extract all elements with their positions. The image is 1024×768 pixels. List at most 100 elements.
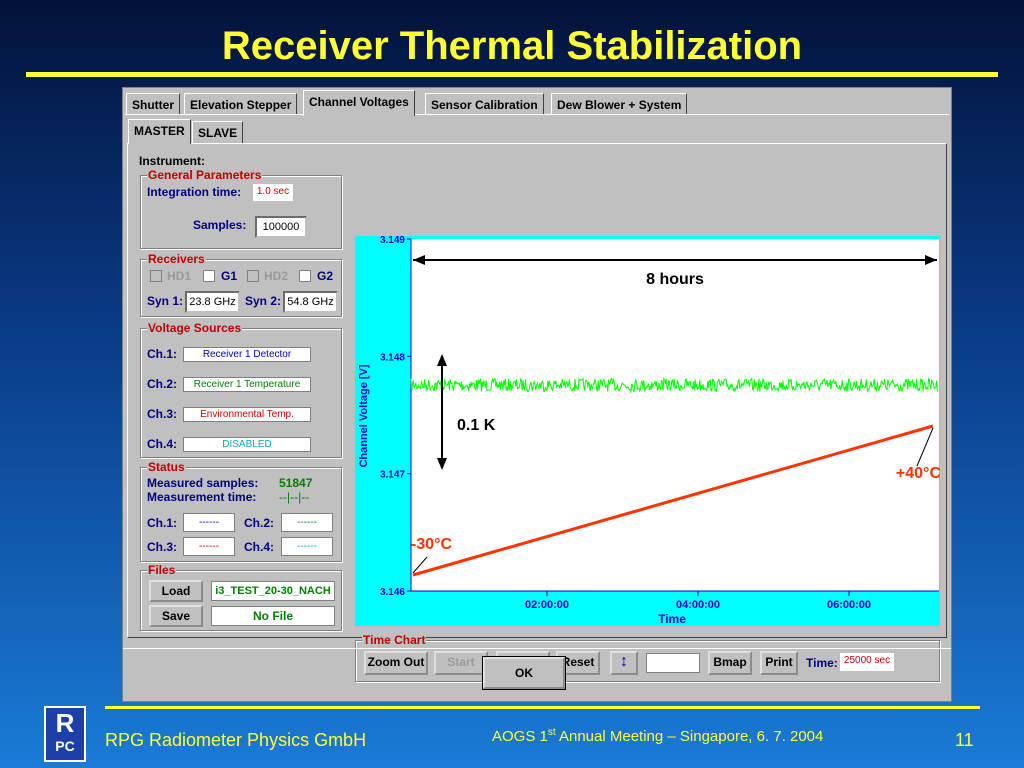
vs-ch2-select[interactable]: Receiver 1 Temperature bbox=[183, 377, 311, 392]
vs-ch3-label: Ch.3: bbox=[147, 407, 177, 421]
vs-ch2-label: Ch.2: bbox=[147, 377, 177, 391]
title-rule bbox=[26, 72, 998, 77]
syn1-label: Syn 1: bbox=[147, 294, 184, 308]
tab-dew-blower-system[interactable]: Dew Blower + System bbox=[551, 93, 688, 115]
measured-samples-label: Measured samples: bbox=[147, 476, 259, 490]
master-panel: Instrument: General Parameters Integrati… bbox=[127, 143, 947, 682]
receiver-hd2-label: HD2 bbox=[264, 269, 289, 283]
vs-ch1-select[interactable]: Receiver 1 Detector bbox=[183, 347, 311, 362]
ok-button[interactable]: OK bbox=[483, 657, 565, 689]
load-file-field[interactable]: i3_TEST_20-30_NACH bbox=[211, 581, 335, 601]
vs-ch4-select[interactable]: DISABLED bbox=[183, 437, 311, 452]
voltage-sources-title: Voltage Sources bbox=[147, 321, 243, 335]
status-ch1-label: Ch.1: bbox=[147, 516, 177, 530]
temp-start-pointer bbox=[412, 556, 428, 574]
time-chart-title: Time Chart bbox=[362, 633, 427, 647]
status-ch1-value: ------ bbox=[183, 513, 235, 532]
x-axis-label: Time bbox=[658, 612, 686, 626]
receivers-group: Receivers HD1 G1 HD2 G2 Syn 1: 23.8 GHz … bbox=[140, 252, 342, 317]
syn2-field[interactable]: 54.8 GHz bbox=[283, 291, 338, 313]
status-ch4-label: Ch.4: bbox=[244, 540, 274, 554]
bmap-button[interactable]: Bmap bbox=[708, 651, 752, 675]
channel-voltage-chart: 3.146 3.147 3.148 3.149 02:00:00 04:00:00 06:… bbox=[355, 236, 940, 626]
slide-title: Receiver Thermal Stabilization bbox=[221, 24, 803, 68]
syn1-field[interactable]: 23.8 GHz bbox=[185, 291, 240, 313]
status-ch3-value: ------ bbox=[183, 537, 235, 556]
x-tick-label: 04:00:00 bbox=[676, 599, 720, 611]
scale-toggle-button[interactable]: ↕ bbox=[610, 651, 638, 675]
x-tick-label: 06:00:00 bbox=[827, 599, 871, 611]
voltage-sources-group: Voltage Sources Ch.1: Receiver 1 Detecto… bbox=[140, 321, 342, 458]
samples-field[interactable]: 100000 bbox=[255, 216, 307, 238]
vs-ch3-select[interactable]: Environmental Temp. bbox=[183, 407, 311, 422]
status-title: Status bbox=[147, 460, 186, 474]
vs-ch1-label: Ch.1: bbox=[147, 347, 177, 361]
tab-elevation-stepper[interactable]: Elevation Stepper bbox=[184, 93, 298, 115]
general-parameters-group: General Parameters Integration time: 1.0… bbox=[140, 168, 342, 249]
temp-end-pointer bbox=[916, 427, 934, 467]
duration-label: 8 hours bbox=[646, 271, 704, 288]
footer-meeting-pre: AOGS 1 bbox=[492, 728, 548, 745]
syn2-label: Syn 2: bbox=[245, 294, 282, 308]
receiver-g2-label: G2 bbox=[317, 269, 334, 283]
temp-end-label: +40°C bbox=[896, 465, 940, 482]
integration-time-field[interactable]: 1.0 sec bbox=[253, 184, 293, 201]
receiver-g1-label: G1 bbox=[221, 269, 238, 283]
x-tick-label: 02:00:00 bbox=[525, 599, 569, 611]
duration-arrow-head-left bbox=[413, 255, 425, 265]
zoom-out-button[interactable]: Zoom Out bbox=[364, 651, 428, 675]
ok-area: OK bbox=[123, 648, 951, 702]
checkbox-hd2[interactable] bbox=[247, 270, 259, 282]
files-group: Files Load i3_TEST_20-30_NACH Save No Fi… bbox=[140, 563, 342, 631]
temperature-trend-line bbox=[412, 424, 934, 577]
receivers-title: Receivers bbox=[147, 252, 206, 266]
vs-ch4-label: Ch.4: bbox=[147, 437, 177, 451]
y-axis-label: Channel Voltage [V] bbox=[358, 364, 370, 467]
footer-meeting-post: Annual Meeting – Singapore, 6. 7. 2004 bbox=[555, 728, 824, 745]
tab-channel-voltages[interactable]: Channel Voltages bbox=[303, 90, 415, 116]
delta-arrow-head-bottom bbox=[437, 458, 447, 470]
samples-label: Samples: bbox=[193, 218, 247, 232]
integration-time-label: Integration time: bbox=[147, 185, 242, 199]
duration-arrow-head-right bbox=[925, 255, 937, 265]
footer-meeting-sup: st bbox=[547, 727, 556, 738]
status-ch2-label: Ch.2: bbox=[244, 516, 274, 530]
delta-arrow-head-top bbox=[437, 354, 447, 366]
measurement-time-value: --|--|-- bbox=[279, 490, 310, 504]
status-ch4-value: ------ bbox=[281, 537, 333, 556]
y-tick-label: 3.149 bbox=[380, 236, 405, 246]
status-ch2-value: ------ bbox=[281, 513, 333, 532]
logo-letters-pc: PC bbox=[55, 738, 75, 754]
subtab-master[interactable]: MASTER bbox=[128, 119, 191, 144]
footer-rule bbox=[105, 706, 980, 709]
save-file-field[interactable]: No File bbox=[211, 606, 335, 626]
checkbox-g1[interactable] bbox=[203, 270, 215, 282]
delta-label: 0.1 K bbox=[457, 417, 496, 434]
instrument-label: Instrument: bbox=[139, 154, 205, 168]
print-button[interactable]: Print bbox=[760, 651, 798, 675]
checkbox-g2[interactable] bbox=[299, 270, 311, 282]
tab-shutter[interactable]: Shutter bbox=[126, 93, 180, 115]
time-field[interactable]: 25000 sec bbox=[840, 653, 894, 671]
app-window: Shutter Elevation Stepper Channel Voltag… bbox=[122, 87, 952, 702]
checkbox-hd1[interactable] bbox=[150, 270, 162, 282]
scale-input[interactable] bbox=[646, 653, 700, 673]
series-line-channel-voltage bbox=[410, 376, 939, 394]
load-button[interactable]: Load bbox=[149, 580, 203, 602]
receiver-hd1-label: HD1 bbox=[167, 269, 192, 283]
y-tick-label: 3.147 bbox=[380, 470, 405, 481]
y-tick-label: 3.146 bbox=[380, 587, 405, 598]
status-group: Status Measured samples: 51847 Measureme… bbox=[140, 460, 342, 562]
save-button[interactable]: Save bbox=[149, 605, 203, 627]
temp-start-label: -30°C bbox=[411, 536, 453, 553]
vertical-arrows-icon: ↕ bbox=[620, 653, 628, 670]
footer-company: RPG Radiometer Physics GmbH bbox=[105, 730, 367, 750]
footer-meeting: AOGS 1st Annual Meeting – Singapore, 6. … bbox=[492, 727, 823, 745]
status-ch3-label: Ch.3: bbox=[147, 540, 177, 554]
logo-letter-r: R bbox=[55, 708, 75, 738]
page-number: 11 bbox=[955, 730, 974, 750]
y-tick-label: 3.148 bbox=[380, 352, 405, 363]
tab-sensor-calibration[interactable]: Sensor Calibration bbox=[425, 93, 544, 115]
subtab-slave[interactable]: SLAVE bbox=[192, 121, 244, 143]
general-parameters-title: General Parameters bbox=[147, 168, 263, 182]
